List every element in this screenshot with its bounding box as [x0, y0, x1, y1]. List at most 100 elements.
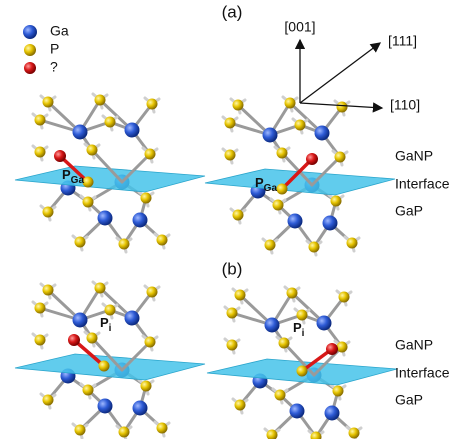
p-atom [87, 145, 98, 156]
p-atom [277, 184, 288, 195]
ga-atom [323, 216, 338, 231]
site-label: Pi [100, 315, 112, 333]
ga-atom [125, 123, 140, 138]
ga-atom [73, 125, 88, 140]
p-atom [335, 152, 346, 163]
ga-atom [315, 126, 330, 141]
direction-arrow [300, 43, 380, 103]
p-atom [35, 147, 46, 158]
p-atom [43, 395, 54, 406]
direction-label: [001] [284, 19, 315, 35]
unknown-atom [326, 343, 338, 355]
p-atom [297, 310, 308, 321]
p-atom [233, 210, 244, 221]
ga-atom [73, 313, 88, 328]
p-atom [273, 200, 284, 211]
p-atom [275, 390, 286, 401]
page: {"legend": [{"label": "Ga"}, {"label": "… [0, 0, 464, 439]
p-atom [347, 238, 358, 249]
structures [15, 94, 397, 439]
legend-swatch [24, 62, 36, 74]
unknown-atom [68, 334, 80, 346]
p-atom [35, 335, 46, 346]
unknown-atom [306, 153, 318, 165]
p-atom [333, 386, 344, 397]
p-atom [83, 385, 94, 396]
p-atom [105, 305, 116, 316]
legend-label: P [50, 41, 59, 57]
legend-swatch [23, 25, 37, 39]
p-atom [43, 285, 54, 296]
layer-label: GaP [395, 392, 423, 408]
ga-atom [98, 211, 113, 226]
p-atom [157, 423, 168, 434]
p-atom [95, 95, 106, 106]
ga-atom [317, 316, 332, 331]
layer-label: GaP [395, 203, 423, 219]
p-atom [75, 237, 86, 248]
p-atom [145, 337, 156, 348]
p-atom [99, 361, 110, 372]
p-atom [297, 366, 308, 377]
p-atom [233, 100, 244, 111]
ga-atom [133, 401, 148, 416]
p-atom [339, 292, 350, 303]
p-atom [337, 342, 348, 353]
p-atom [349, 428, 360, 439]
p-atom [157, 235, 168, 246]
p-atom [83, 177, 94, 188]
p-atom [235, 400, 246, 411]
ga-atom [265, 318, 280, 333]
ga-atom [133, 213, 148, 228]
ga-atom [125, 311, 140, 326]
figure: (a) (b) Ga P ? [001] [111] [110] GaNP In… [0, 0, 464, 439]
p-atom [147, 287, 158, 298]
p-atom [87, 333, 98, 344]
p-atom [43, 207, 54, 218]
p-atom [145, 149, 156, 160]
p-atom [227, 308, 238, 319]
p-atom [83, 197, 94, 208]
layer-label: GaNP [395, 148, 433, 164]
panel-label: (b) [222, 259, 243, 278]
layer-label: Interface [395, 176, 450, 192]
p-atom [309, 242, 320, 253]
p-atom [331, 196, 342, 207]
p-atom [235, 290, 246, 301]
p-atom [35, 115, 46, 126]
p-atom [279, 338, 290, 349]
legend-label: ? [50, 59, 58, 75]
p-atom [75, 425, 86, 436]
p-atom [147, 99, 158, 110]
p-atom [287, 288, 298, 299]
p-atom [295, 120, 306, 131]
panel-label: (a) [222, 2, 243, 21]
legend-swatch [24, 44, 36, 56]
legend-label: Ga [50, 23, 69, 39]
p-atom [95, 283, 106, 294]
direction-label: [111] [388, 33, 417, 49]
p-atom [337, 102, 348, 113]
ga-atom [290, 404, 305, 419]
p-atom [225, 150, 236, 161]
ga-atom [288, 214, 303, 229]
p-atom [35, 303, 46, 314]
ga-atom [98, 399, 113, 414]
p-atom [43, 97, 54, 108]
unknown-atom [54, 150, 66, 162]
layer-label: GaNP [395, 337, 433, 353]
direction-label: [110] [390, 97, 420, 113]
p-atom [227, 340, 238, 351]
ga-atom [263, 128, 278, 143]
p-atom [105, 117, 116, 128]
layer-label: Interface [395, 365, 450, 381]
ga-atom [325, 406, 340, 421]
p-atom [141, 381, 152, 392]
p-atom [225, 118, 236, 129]
p-atom [285, 98, 296, 109]
p-atom [277, 148, 288, 159]
p-atom [119, 427, 130, 438]
p-atom [265, 240, 276, 251]
p-atom [141, 193, 152, 204]
p-atom [119, 239, 130, 250]
